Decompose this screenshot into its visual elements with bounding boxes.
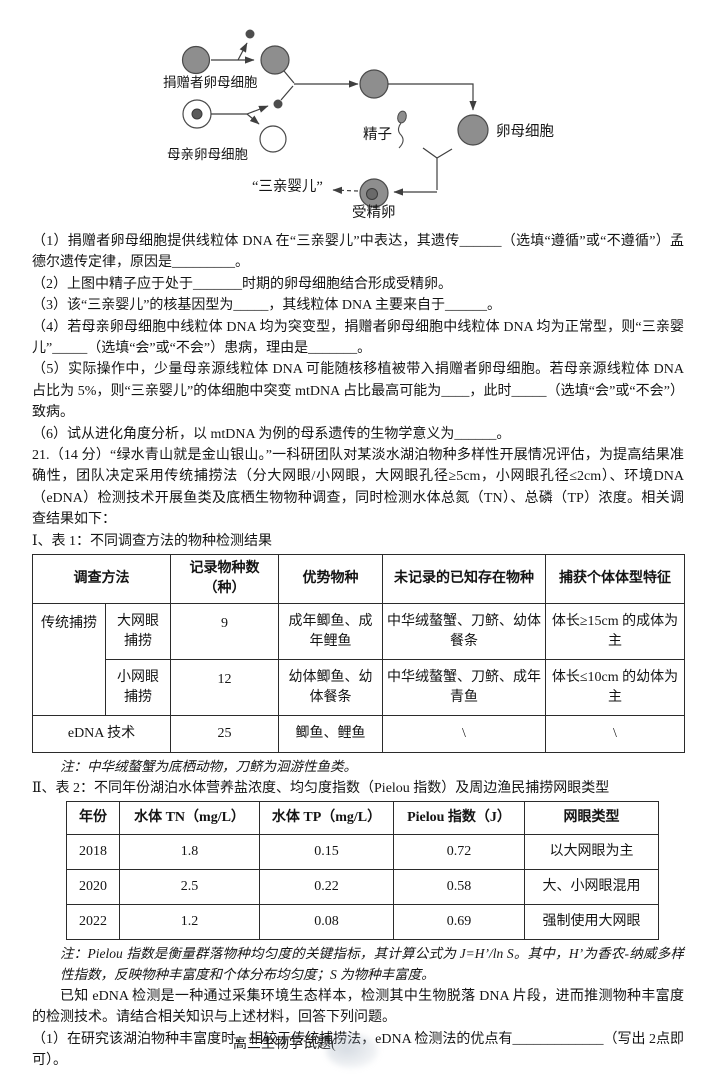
table2-cell-tp: 0.08: [259, 903, 394, 940]
table2-cell-mesh: 以大网眼为主: [524, 833, 659, 870]
arrow-to-empty-cell: [246, 113, 260, 125]
fert-branch-left: [422, 147, 438, 159]
table2-cell-mesh: 大、小网眼混用: [524, 868, 659, 905]
table2-cell-tn: 2.5: [119, 868, 260, 905]
table1-cell-edna-unrecorded: \: [382, 715, 546, 754]
table1-header-count: 记录物种数 （种）: [170, 554, 279, 605]
question-21-1: （1）在研究该湖泊物种丰富度时，相较于传统捕捞法，eDNA 检测法的优点有___…: [32, 1031, 684, 1068]
table2-row-2018: 2018 1.8 0.15 0.72 以大网眼为主: [66, 833, 659, 870]
three-parent-baby-diagram: 卵母细胞 精子 受精卵 “三亲婴儿” 捐赠者卵母细胞 母亲卵母细胞: [163, 29, 554, 221]
merge-line-top: [283, 70, 295, 84]
table1-cell-small-unrecorded: 中华绒螯蟹、刀鲚、成年青鱼: [382, 659, 546, 717]
table1-cell-edna-count: 25: [170, 715, 279, 754]
exam-body: （1）捐赠者卵母细胞提供线粒体 DNA 在“三亲婴儿”中表达，其遗传______…: [32, 231, 685, 1071]
table1-cell-big-bodytype: 体长≥15cm 的成体为主: [545, 603, 685, 661]
table2-water-quality: 年份 水体 TN（mg/L） 水体 TP（mg/L） Pielou 指数（J） …: [66, 800, 659, 940]
question-20-1: （1）捐赠者卵母细胞提供线粒体 DNA 在“三亲婴儿”中表达，其遗传______…: [32, 234, 684, 271]
table1-caption: Ⅰ、表 1：不同调查方法的物种检测结果: [32, 533, 273, 549]
arrow-to-oocyte: [388, 83, 477, 111]
table1-cell-big-method: 大网眼 捕捞: [105, 603, 171, 661]
fertilized-egg-label: 受精卵: [352, 204, 396, 221]
table2-caption: Ⅱ、表 2：不同年份湖泊水体营养盐浓度、均匀度指数（Pielou 指数）及周边渔…: [32, 780, 610, 796]
table2-cell-mesh: 强制使用大网眼: [524, 903, 659, 940]
table2-cell-pielou: 0.69: [393, 903, 525, 940]
sperm-label: 精子: [363, 126, 392, 143]
table1-cell-small-method: 小网眼 捕捞: [105, 659, 171, 717]
table2-row-2020: 2020 2.5 0.22 0.58 大、小网眼混用: [66, 868, 659, 905]
three-parent-baby-label: “三亲婴儿”: [252, 178, 323, 195]
table1-row-bigmesh: 传统捕捞 大网眼 捕捞 9 成年鲫鱼、成年鲤鱼 中华绒螯蟹、刀鲚、幼体餐条 体长…: [32, 603, 685, 717]
table2-header-row: 年份 水体 TN（mg/L） 水体 TP（mg/L） Pielou 指数（J） …: [66, 800, 659, 835]
table2-cell-year: 2018: [66, 833, 120, 870]
table2-cell-tp: 0.22: [259, 868, 394, 905]
table2-cell-pielou: 0.58: [393, 868, 525, 905]
mother-oocyte-label: 母亲卵母细胞: [167, 147, 248, 162]
question-21-intro: 21.（14 分）“绿水青山就是金山银山。”一科研团队对某淡水湖泊物种多样性开展…: [32, 448, 684, 528]
table2-cell-year: 2020: [66, 868, 120, 905]
table1-header-bodytype: 捕获个体体型特征: [545, 554, 685, 605]
enucleated-donor-cell: [260, 45, 290, 75]
table1-cell-edna-bodytype: \: [545, 715, 685, 754]
table2-row-2022: 2022 1.2 0.08 0.69 强制使用大网眼: [66, 903, 659, 940]
mother-nucleus-dot: [273, 99, 283, 109]
empty-mother-cell: [259, 125, 287, 153]
table2-cell-tp: 0.15: [259, 833, 394, 870]
table1-header-dominant: 优势物种: [278, 554, 383, 605]
table1-header-unrecorded: 未记录的已知存在物种: [382, 554, 546, 605]
scan-smudge: [326, 1034, 378, 1068]
table2-note: 注：Pielou 指数是衡量群落物种均匀度的关键指标，其计算公式为 J=H’/l…: [60, 945, 684, 983]
edna-info-paragraph: 已知 eDNA 检测是一种通过采集环境生态样本，检测其中生物脱落 DNA 片段，…: [32, 988, 684, 1026]
table2-header-tp: 水体 TP（mg/L）: [259, 800, 394, 835]
table1-cell-big-dominant: 成年鲫鱼、成年鲤鱼: [278, 603, 383, 661]
table1-species-detection: 调查方法 记录物种数 （种） 优势物种 未记录的已知存在物种 捕获个体体型特征 …: [32, 554, 685, 754]
table1-cell-small-bodytype: 体长≤10cm 的幼体为主: [545, 659, 685, 717]
table2-header-mesh: 网眼类型: [524, 800, 659, 835]
donor-oocyte-label: 捐赠者卵母细胞: [163, 75, 258, 90]
table2-cell-tn: 1.2: [119, 903, 260, 940]
table2-cell-pielou: 0.72: [393, 833, 525, 870]
table2-header-year: 年份: [66, 800, 120, 835]
table1-row-smallmesh: 小网眼 捕捞 12 幼体鲫鱼、幼体餐条 中华绒螯蟹、刀鲚、成年青鱼 体长≤10c…: [33, 659, 685, 717]
table1-header-row: 调查方法 记录物种数 （种） 优势物种 未记录的已知存在物种 捕获个体体型特征: [32, 554, 685, 605]
table1-cell-small-count: 12: [170, 659, 279, 717]
donor-oocyte-cell: [181, 45, 211, 75]
table1-cell-group: 传统捕捞: [32, 603, 106, 717]
arrow-nucleus-out: [237, 42, 248, 61]
question-20-6: （6）试从进化角度分析，以 mtDNA 为例的母系遗传的生物学意义为______…: [32, 426, 511, 442]
page-footer-title: 高三生物学试题(: [233, 1037, 336, 1052]
fused-cell: [359, 69, 389, 99]
oocyte-cell: [457, 114, 489, 146]
table1-row-edna: eDNA 技术 25 鲫鱼、鲤鱼 \ \: [32, 715, 685, 754]
dashed-arrow-to-baby: [332, 186, 359, 194]
question-20-2: （2）上图中精子应于处于_______时期的卵母细胞结合形成受精卵。: [32, 276, 452, 292]
table1-cell-big-count: 9: [170, 603, 279, 661]
question-20-3: （3）该“三亲婴儿”的核基因型为_____，其线粒体 DNA 主要来自于____…: [32, 298, 501, 314]
sperm-head: [397, 110, 407, 124]
question-20-5: （5）实际操作中，少量母亲源线粒体 DNA 可能随核移植被带入捐赠者卵母细胞。若…: [32, 362, 684, 421]
table1-cell-big-unrecorded: 中华绒螯蟹、刀鲚、幼体餐条: [382, 603, 546, 661]
table2-cell-year: 2022: [66, 903, 120, 940]
fertilized-egg-nucleus: [366, 188, 378, 200]
table2-header-tn: 水体 TN（mg/L）: [119, 800, 260, 835]
mother-nucleus-in-cell: [191, 108, 203, 120]
table2-cell-tn: 1.8: [119, 833, 260, 870]
table1-header-method: 调查方法: [32, 554, 171, 605]
donor-nucleus-dot: [245, 29, 255, 39]
table1-cell-edna-dominant: 鲫鱼、鲤鱼: [278, 715, 383, 754]
fert-branch-right: [436, 148, 453, 159]
sperm-tail: [397, 122, 404, 149]
arrow-mother-nucleus-out: [246, 105, 269, 115]
table1-note: 注：中华绒螯蟹为底栖动物，刀鲚为洄游性鱼类。: [60, 759, 357, 775]
question-20-4: （4）若母亲卵母细胞中线粒体 DNA 均为突变型，捐赠者卵母细胞中线粒体 DNA…: [32, 319, 684, 357]
table2-header-pielou: Pielou 指数（J）: [393, 800, 525, 835]
oocyte-label: 卵母细胞: [496, 123, 554, 140]
table1-cell-small-dominant: 幼体鲫鱼、幼体餐条: [278, 659, 383, 717]
merge-line-bottom: [280, 85, 294, 101]
table1-cell-edna-method: eDNA 技术: [32, 715, 171, 754]
